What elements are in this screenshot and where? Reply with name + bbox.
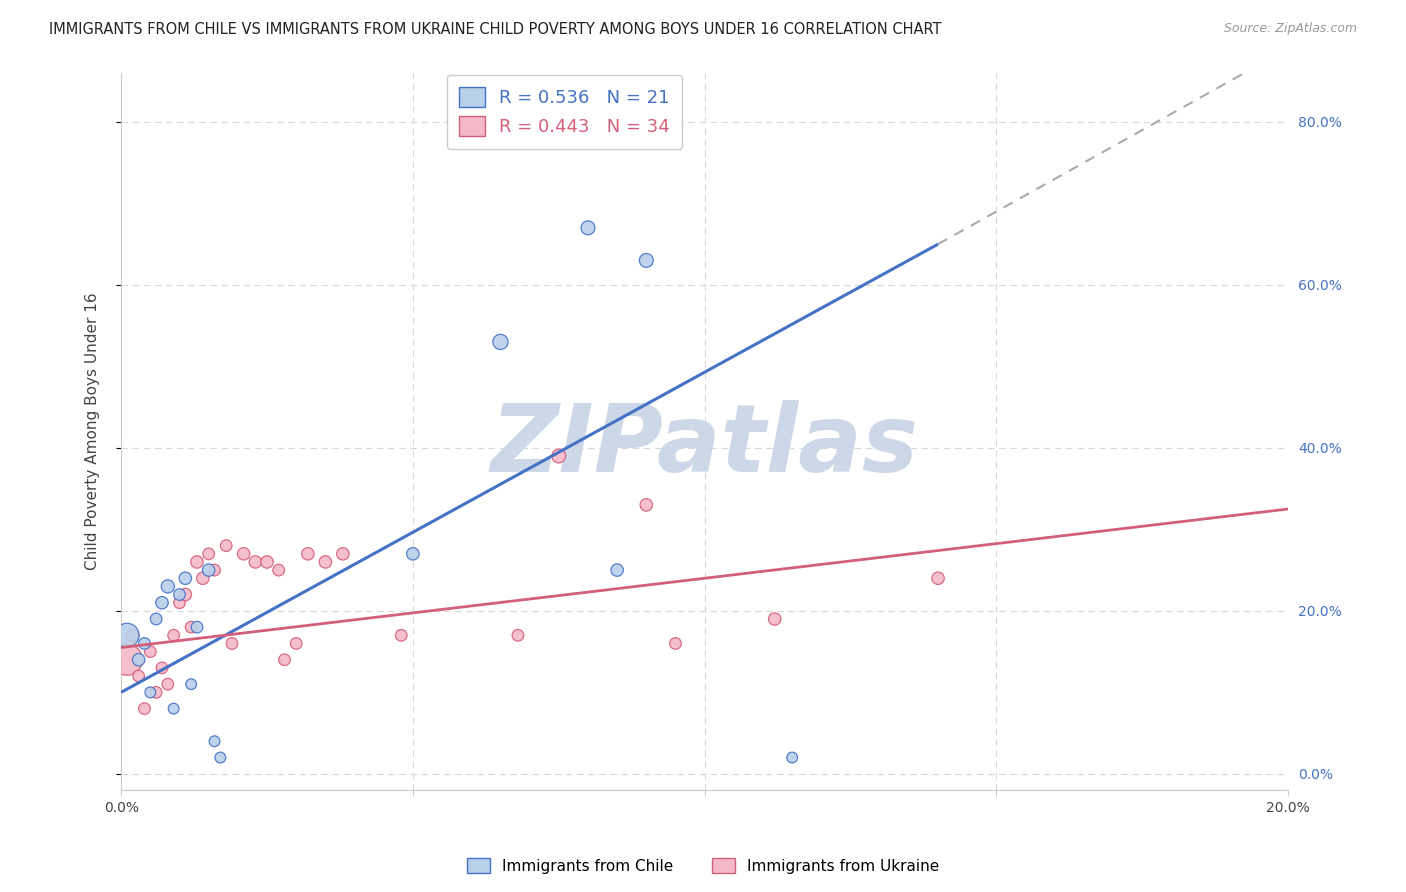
Point — [389, 628, 412, 642]
Text: Source: ZipAtlas.com: Source: ZipAtlas.com — [1223, 22, 1357, 36]
Point — [636, 253, 658, 268]
Y-axis label: Child Poverty Among Boys Under 16: Child Poverty Among Boys Under 16 — [86, 293, 100, 570]
Point — [134, 636, 156, 650]
Point — [145, 612, 167, 626]
Point — [186, 620, 208, 634]
Point — [285, 636, 308, 650]
Point — [402, 547, 425, 561]
Point — [134, 701, 156, 715]
Point — [128, 669, 150, 683]
Point — [197, 563, 219, 577]
Point — [256, 555, 278, 569]
Point — [191, 571, 214, 585]
Point — [232, 547, 254, 561]
Text: IMMIGRANTS FROM CHILE VS IMMIGRANTS FROM UKRAINE CHILD POVERTY AMONG BOYS UNDER : IMMIGRANTS FROM CHILE VS IMMIGRANTS FROM… — [49, 22, 942, 37]
Point — [139, 685, 162, 699]
Point — [145, 685, 167, 699]
Point — [273, 653, 295, 667]
Point — [115, 628, 138, 642]
Point — [215, 539, 238, 553]
Point — [221, 636, 243, 650]
Point — [314, 555, 336, 569]
Point — [547, 449, 569, 463]
Point — [209, 750, 232, 764]
Point — [121, 628, 143, 642]
Point — [163, 701, 186, 715]
Point — [169, 596, 191, 610]
Point — [204, 734, 226, 748]
Point — [163, 628, 186, 642]
Point — [636, 498, 658, 512]
Point — [115, 653, 138, 667]
Point — [180, 620, 202, 634]
Point — [489, 334, 512, 349]
Point — [150, 596, 173, 610]
Point — [139, 644, 162, 658]
Point — [664, 636, 686, 650]
Point — [186, 555, 208, 569]
Point — [150, 661, 173, 675]
Point — [156, 677, 179, 691]
Text: ZIPatlas: ZIPatlas — [491, 400, 918, 491]
Point — [174, 588, 197, 602]
Point — [156, 579, 179, 593]
Point — [245, 555, 267, 569]
Point — [606, 563, 628, 577]
Point — [180, 677, 202, 691]
Point — [506, 628, 529, 642]
Legend: Immigrants from Chile, Immigrants from Ukraine: Immigrants from Chile, Immigrants from U… — [461, 852, 945, 880]
Point — [927, 571, 949, 585]
Point — [332, 547, 354, 561]
Point — [204, 563, 226, 577]
Point — [297, 547, 319, 561]
Point — [576, 220, 599, 235]
Point — [169, 588, 191, 602]
Point — [174, 571, 197, 585]
Point — [197, 547, 219, 561]
Legend: R = 0.536   N = 21, R = 0.443   N = 34: R = 0.536 N = 21, R = 0.443 N = 34 — [447, 75, 682, 149]
Point — [267, 563, 290, 577]
Point — [763, 612, 786, 626]
Point — [128, 653, 150, 667]
Point — [780, 750, 803, 764]
